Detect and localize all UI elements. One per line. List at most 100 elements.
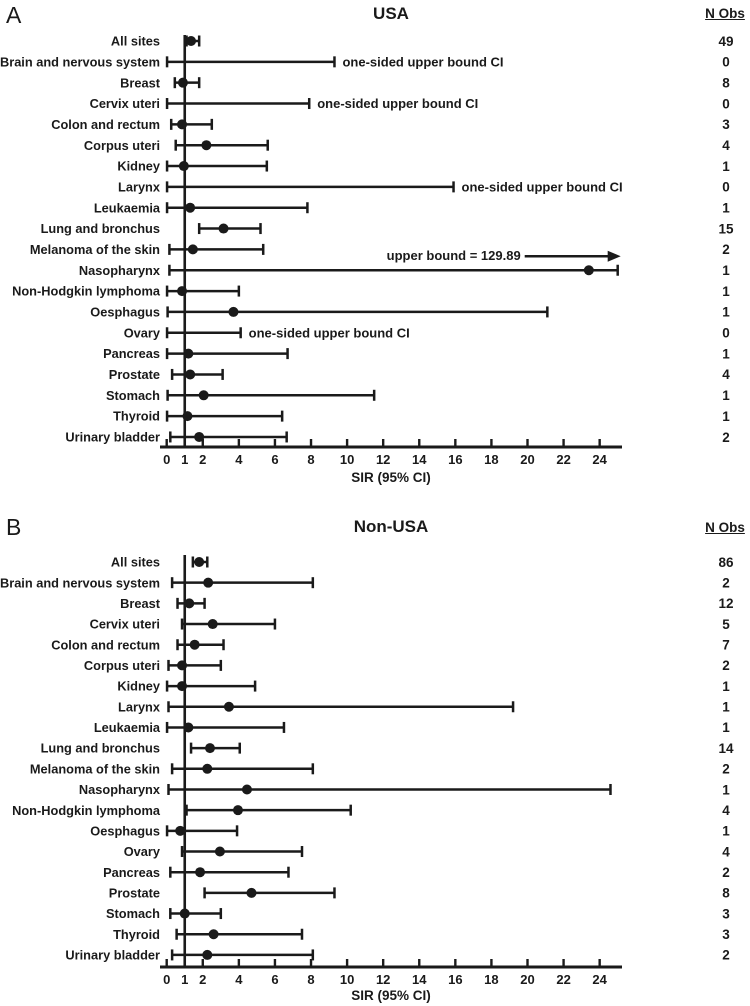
row-label: All sites bbox=[111, 555, 160, 570]
row-breast: Breast 12 bbox=[120, 596, 733, 611]
point-marker bbox=[223, 701, 234, 712]
point-marker bbox=[228, 306, 239, 317]
x-tick-label: 2 bbox=[199, 972, 206, 987]
point-marker bbox=[583, 265, 594, 276]
n-obs-value: 8 bbox=[722, 75, 730, 90]
one-sided-ci-note: one-sided upper bound CI bbox=[342, 54, 503, 69]
x-tick-label: 10 bbox=[340, 972, 354, 987]
x-tick-label: 4 bbox=[235, 452, 243, 467]
row-larynx: Larynx one-sided upper bound CI 0 bbox=[118, 179, 730, 194]
x-tick-label: 1 bbox=[181, 452, 188, 467]
row-label: Kidney bbox=[117, 159, 161, 174]
n-obs-value: 0 bbox=[722, 326, 730, 341]
row-label: Corpus uteri bbox=[84, 658, 160, 673]
row-colon-and-rectum: Colon and rectum 7 bbox=[51, 637, 730, 652]
n-obs-value: 12 bbox=[718, 596, 733, 611]
n-obs-value: 1 bbox=[722, 409, 730, 424]
row-label: Non-Hodgkin lymphoma bbox=[12, 284, 161, 299]
row-colon-and-rectum: Colon and rectum 3 bbox=[51, 117, 730, 132]
x-tick-label: 0 bbox=[163, 972, 170, 987]
row-label: Thyroid bbox=[113, 927, 160, 942]
row-prostate: Prostate 4 bbox=[109, 367, 730, 382]
row-brain-and-nervous-system: Brain and nervous system one-sided upper … bbox=[0, 54, 730, 69]
x-tick-label: 20 bbox=[520, 972, 534, 987]
point-marker bbox=[186, 36, 197, 46]
x-tick-label: 6 bbox=[271, 972, 278, 987]
n-obs-value: 1 bbox=[722, 824, 730, 839]
n-obs-value: 3 bbox=[722, 927, 730, 942]
row-leukaemia: Leukaemia 1 bbox=[94, 200, 730, 215]
n-obs-value: 2 bbox=[722, 575, 730, 590]
n-obs-value: 15 bbox=[718, 221, 734, 236]
row-kidney: Kidney 1 bbox=[117, 159, 730, 174]
row-oesphagus: Oesphagus 1 bbox=[90, 305, 730, 320]
row-label: Pancreas bbox=[103, 865, 160, 880]
row-label: All sites bbox=[111, 34, 160, 49]
x-tick-label: 14 bbox=[412, 972, 427, 987]
row-pancreas: Pancreas 2 bbox=[103, 865, 730, 880]
point-marker bbox=[183, 348, 194, 359]
row-non-hodgkin-lymphoma: Non-Hodgkin lymphoma 1 bbox=[12, 284, 730, 299]
n-obs-value: 4 bbox=[722, 367, 730, 382]
panel-a-title: USA bbox=[373, 4, 409, 23]
row-label: Oesphagus bbox=[90, 823, 160, 838]
row-kidney: Kidney 1 bbox=[117, 679, 730, 694]
one-sided-ci-note: one-sided upper bound CI bbox=[317, 96, 478, 111]
row-brain-and-nervous-system: Brain and nervous system 2 bbox=[0, 575, 730, 590]
n-obs-value: 7 bbox=[722, 638, 730, 653]
row-oesphagus: Oesphagus 1 bbox=[90, 823, 730, 838]
upper-bound-annotation: upper bound = 129.89 bbox=[387, 248, 621, 263]
row-nasopharynx: Nasopharynx 1 bbox=[79, 782, 730, 797]
row-label: Nasopharynx bbox=[79, 782, 161, 797]
point-marker bbox=[203, 577, 214, 588]
point-marker bbox=[246, 887, 257, 898]
row-larynx: Larynx 1 bbox=[118, 699, 730, 714]
n-obs-value: 2 bbox=[722, 762, 730, 777]
point-marker bbox=[241, 784, 252, 795]
row-label: Thyroid bbox=[113, 409, 160, 424]
panel-b-letter: B bbox=[6, 514, 22, 540]
x-tick-label: 12 bbox=[376, 972, 390, 987]
row-all-sites: All sites 86 bbox=[111, 555, 734, 570]
n-obs-value: 2 bbox=[722, 658, 730, 673]
point-marker bbox=[187, 244, 198, 255]
n-obs-value: 5 bbox=[722, 617, 730, 632]
one-sided-ci-note: one-sided upper bound CI bbox=[462, 179, 623, 194]
x-tick-label: 8 bbox=[307, 452, 314, 467]
n-obs-value: 2 bbox=[722, 430, 730, 445]
row-label: Kidney bbox=[117, 679, 161, 694]
row-melanoma-of-the-skin: Melanoma of the skin 2 bbox=[30, 761, 730, 776]
point-marker bbox=[177, 681, 188, 692]
point-marker bbox=[204, 743, 215, 754]
x-tick-label: 24 bbox=[592, 972, 607, 987]
n-obs-value: 2 bbox=[722, 948, 730, 963]
row-corpus-uteri: Corpus uteri 4 bbox=[84, 138, 730, 153]
n-obs-value: 1 bbox=[722, 201, 730, 216]
point-marker bbox=[177, 77, 188, 88]
x-tick-label: 8 bbox=[307, 972, 314, 987]
n-obs-value: 8 bbox=[722, 886, 730, 901]
point-marker bbox=[202, 949, 213, 960]
row-ovary: Ovary 4 bbox=[124, 844, 731, 859]
n-obs-value: 2 bbox=[722, 865, 730, 880]
row-urinary-bladder: Urinary bladder 2 bbox=[65, 948, 729, 963]
x-tick-label: 22 bbox=[556, 452, 570, 467]
n-obs-value: 1 bbox=[722, 263, 730, 278]
row-label: Leukaemia bbox=[94, 200, 161, 215]
point-marker bbox=[185, 202, 196, 213]
n-obs-value: 1 bbox=[722, 305, 730, 320]
n-obs-value: 3 bbox=[722, 906, 730, 921]
point-marker bbox=[202, 763, 213, 774]
row-label: Urinary bladder bbox=[65, 430, 160, 445]
row-stomach: Stomach 1 bbox=[106, 388, 730, 403]
n-obs-value: 1 bbox=[722, 700, 730, 715]
panel-b-title: Non-USA bbox=[353, 517, 429, 536]
x-axis: 0 1 2 4 6 8 10 12 14 16 18 20 22 24 bbox=[160, 959, 622, 987]
n-obs-value: 1 bbox=[722, 782, 730, 797]
row-label: Non-Hodgkin lymphoma bbox=[12, 803, 161, 818]
x-tick-label: 10 bbox=[340, 452, 354, 467]
one-sided-ci-note: one-sided upper bound CI bbox=[249, 325, 410, 340]
n-obs-value: 49 bbox=[718, 34, 733, 49]
